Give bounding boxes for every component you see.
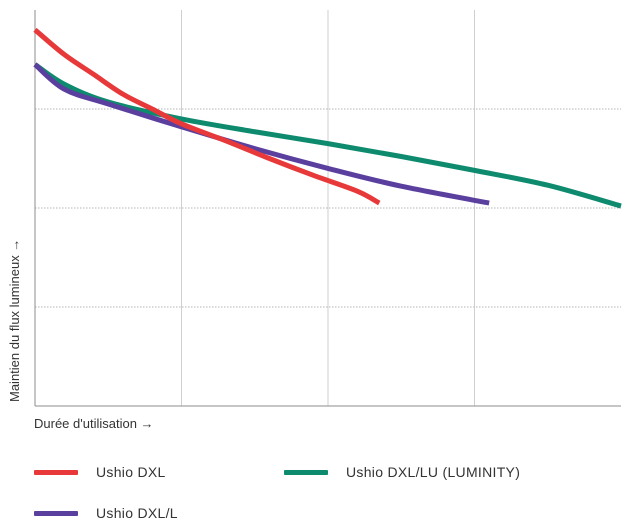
chart-axes: [34, 10, 621, 407]
series-line-ushio-dxl-lu-luminity: [33, 62, 622, 209]
series-line-ushio-dxl: [33, 27, 381, 206]
y-axis-label: Maintien du flux lumineux →: [7, 239, 22, 402]
chart-series: [33, 27, 622, 209]
x-axis-label: Durée d'utilisation →: [34, 416, 154, 431]
chart-grid: [35, 10, 621, 406]
